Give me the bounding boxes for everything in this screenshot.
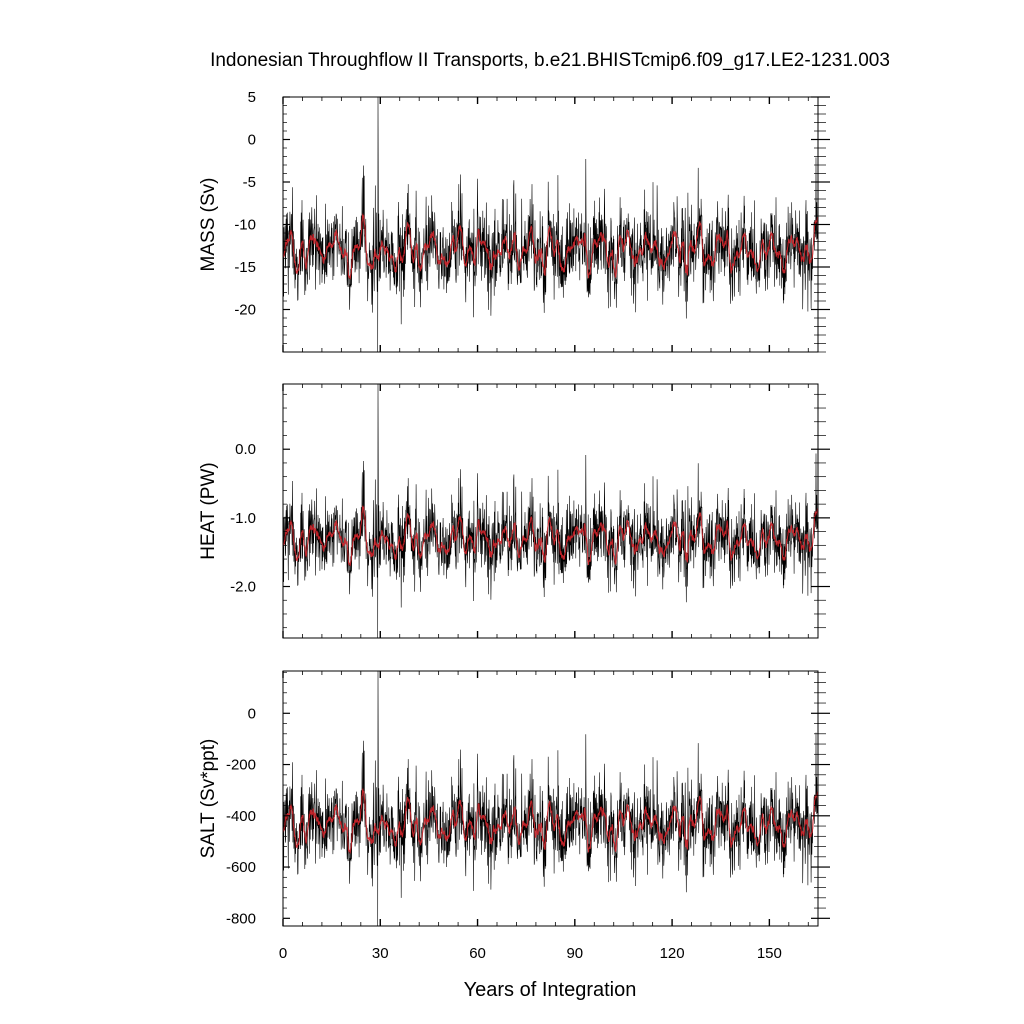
y-tick-label: -400 (226, 808, 256, 825)
chart-title: Indonesian Throughflow II Transports, b.… (210, 50, 890, 71)
x-tick-label: 0 (279, 945, 287, 962)
y-tick-label: -2.0 (230, 579, 256, 596)
x-tick-label: 150 (757, 945, 782, 962)
series-monthly-line (282, 96, 819, 353)
x-tick-label: 60 (469, 945, 486, 962)
plot-frame (282, 383, 819, 639)
y-tick-label: -10 (234, 217, 256, 234)
panels: 5 0 -5 -10 -15 -20 MASS (Sv) 0.0 -1.0 -2.0 HEAT (P… (198, 89, 830, 962)
y-tick-label: -15 (234, 259, 256, 276)
series-annual-mean-line (282, 212, 819, 280)
series-annual-mean-line (282, 504, 819, 567)
y-axis-label: SALT (Sv*ppt) (198, 739, 219, 859)
panel-2: 0.0 -1.0 -2.0 HEAT (PW) (198, 383, 830, 639)
y-tick-label: 5 (248, 89, 256, 106)
y-axis-label: HEAT (PW) (198, 462, 219, 559)
y-tick-label: 0.0 (235, 441, 256, 458)
y-tick-label: 0 (248, 705, 256, 722)
panel-3: 0 -200 -400 -600 -800 SALT (Sv*ppt) 0 30 60 90 120… (198, 670, 830, 962)
x-tick-label: 90 (566, 945, 583, 962)
y-axis-label: MASS (Sv) (198, 178, 219, 272)
y-tick-label: -20 (234, 302, 256, 319)
series-monthly-line (282, 670, 819, 927)
y-tick-label: -200 (226, 757, 256, 774)
y-tick-label: -5 (243, 174, 256, 191)
panel-1: 5 0 -5 -10 -15 -20 MASS (Sv) (198, 89, 830, 353)
x-tick-label: 120 (660, 945, 685, 962)
y-tick-label: 0 (248, 132, 256, 149)
plot-frame (282, 670, 819, 927)
series-monthly-line (282, 383, 819, 639)
x-axis-label: Years of Integration (464, 979, 637, 1001)
x-tick-label: 30 (372, 945, 389, 962)
y-tick-label: -1.0 (230, 510, 256, 527)
series-annual-mean-line (282, 787, 819, 854)
y-tick-label: -800 (226, 910, 256, 927)
y-tick-label: -600 (226, 859, 256, 876)
